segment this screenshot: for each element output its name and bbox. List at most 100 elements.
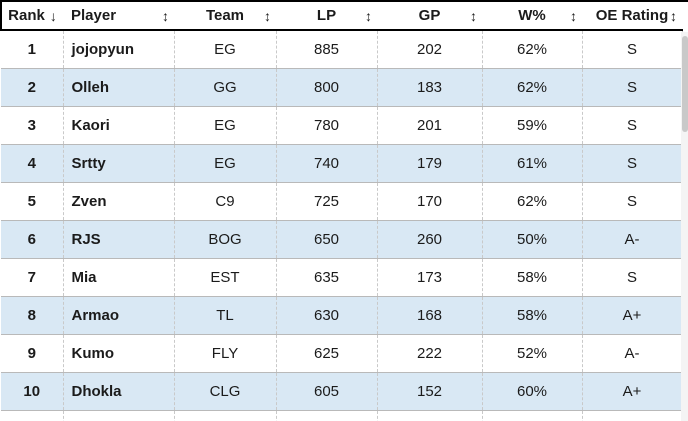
team-cell: EG bbox=[173, 30, 276, 69]
player-name-cell: jojopyun bbox=[62, 30, 174, 69]
oe-rating-cell: S bbox=[581, 182, 683, 221]
winrate-cell: 62% bbox=[481, 182, 582, 221]
oe-rating-cell: A+ bbox=[581, 372, 683, 411]
gp-cell: 179 bbox=[376, 144, 482, 183]
table-row-partial bbox=[1, 410, 683, 421]
team-cell: EST bbox=[173, 258, 276, 297]
rank-cell bbox=[1, 410, 63, 421]
team-cell: FLY bbox=[173, 334, 276, 373]
lp-cell: 885 bbox=[275, 30, 377, 69]
lp-cell: 725 bbox=[275, 182, 377, 221]
column-header-team-label: Team bbox=[205, 7, 245, 24]
column-header-player[interactable]: Player ↕ bbox=[63, 2, 174, 31]
column-header-rank-label: Rank bbox=[8, 7, 45, 24]
column-header-rank[interactable]: Rank ↓ bbox=[0, 2, 63, 31]
team-cell: EG bbox=[173, 144, 276, 183]
table-row: 10 Dhokla CLG 605 152 60% A+ bbox=[1, 372, 683, 411]
gp-cell: 173 bbox=[376, 258, 482, 297]
lp-cell: 605 bbox=[275, 372, 377, 411]
rank-cell: 6 bbox=[1, 220, 63, 259]
player-name-cell: RJS bbox=[62, 220, 174, 259]
winrate-cell: 58% bbox=[481, 258, 582, 297]
rank-cell: 2 bbox=[1, 68, 63, 107]
sort-descending-icon[interactable]: ↓ bbox=[49, 8, 57, 24]
winrate-cell: 61% bbox=[481, 144, 582, 183]
column-header-gp-label: GP bbox=[418, 7, 441, 24]
team-cell: TL bbox=[173, 296, 276, 335]
lp-cell: 625 bbox=[275, 334, 377, 373]
oe-rating-cell: S bbox=[581, 30, 683, 69]
table-row: 6 RJS BOG 650 260 50% A- bbox=[1, 220, 683, 259]
oe-rating-cell: S bbox=[581, 68, 683, 107]
table-row: 2 Olleh GG 800 183 62% S bbox=[1, 68, 683, 107]
team-cell: C9 bbox=[173, 182, 276, 221]
gp-cell: 202 bbox=[376, 30, 482, 69]
winrate-cell: 59% bbox=[481, 106, 582, 145]
winrate-cell: 52% bbox=[481, 334, 582, 373]
table-row: 9 Kumo FLY 625 222 52% A- bbox=[1, 334, 683, 373]
oe-rating-cell: S bbox=[581, 144, 683, 183]
player-name-cell: Armao bbox=[62, 296, 174, 335]
sort-toggle-icon[interactable]: ↕ bbox=[264, 7, 271, 24]
gp-cell: 201 bbox=[376, 106, 482, 145]
scrollbar-thumb[interactable] bbox=[682, 36, 688, 132]
oe-rating-cell bbox=[581, 410, 683, 421]
sort-toggle-icon[interactable]: ↕ bbox=[670, 7, 677, 24]
header-row: Rank ↓ Player ↕ Team ↕ LP ↕ GP ↕ bbox=[0, 2, 682, 31]
lp-cell: 630 bbox=[275, 296, 377, 335]
lp-cell: 635 bbox=[275, 258, 377, 297]
lp-cell: 780 bbox=[275, 106, 377, 145]
table-row: 5 Zven C9 725 170 62% S bbox=[1, 182, 683, 221]
winrate-cell bbox=[481, 410, 582, 421]
winrate-cell: 62% bbox=[481, 68, 582, 107]
player-name-cell: Zven bbox=[62, 182, 174, 221]
rank-cell: 1 bbox=[1, 30, 63, 69]
player-name-cell: Olleh bbox=[62, 68, 174, 107]
vertical-scrollbar[interactable] bbox=[681, 32, 688, 421]
column-header-oe-rating[interactable]: OE Rating ↕ bbox=[582, 2, 682, 31]
team-cell: EG bbox=[173, 106, 276, 145]
player-name-cell: Srtty bbox=[62, 144, 174, 183]
winrate-cell: 60% bbox=[481, 372, 582, 411]
column-header-lp-label: LP bbox=[316, 7, 337, 24]
rank-cell: 7 bbox=[1, 258, 63, 297]
table-row: 7 Mia EST 635 173 58% S bbox=[1, 258, 683, 297]
team-cell: GG bbox=[173, 68, 276, 107]
player-name-cell bbox=[62, 410, 174, 421]
lp-cell: 800 bbox=[275, 68, 377, 107]
sort-toggle-icon[interactable]: ↕ bbox=[570, 7, 577, 24]
table-row: 4 Srtty EG 740 179 61% S bbox=[1, 144, 683, 183]
table-row: 8 Armao TL 630 168 58% A+ bbox=[1, 296, 683, 335]
sort-toggle-icon[interactable]: ↕ bbox=[470, 7, 477, 24]
rank-cell: 9 bbox=[1, 334, 63, 373]
rank-cell: 4 bbox=[1, 144, 63, 183]
gp-cell: 260 bbox=[376, 220, 482, 259]
gp-cell bbox=[376, 410, 482, 421]
oe-rating-cell: S bbox=[581, 106, 683, 145]
column-header-winrate-label: W% bbox=[518, 7, 546, 24]
lp-cell: 740 bbox=[275, 144, 377, 183]
winrate-cell: 50% bbox=[481, 220, 582, 259]
table-row: 1 jojopyun EG 885 202 62% S bbox=[1, 30, 683, 69]
rank-cell: 10 bbox=[1, 372, 63, 411]
rank-cell: 8 bbox=[1, 296, 63, 335]
column-header-lp[interactable]: LP ↕ bbox=[276, 2, 377, 31]
sort-toggle-icon[interactable]: ↕ bbox=[365, 7, 372, 24]
column-header-winrate[interactable]: W% ↕ bbox=[482, 2, 582, 31]
column-header-gp[interactable]: GP ↕ bbox=[377, 2, 482, 31]
player-name-cell: Dhokla bbox=[62, 372, 174, 411]
team-cell bbox=[173, 410, 276, 421]
lp-cell: 650 bbox=[275, 220, 377, 259]
rank-cell: 5 bbox=[1, 182, 63, 221]
gp-cell: 222 bbox=[376, 334, 482, 373]
gp-cell: 183 bbox=[376, 68, 482, 107]
oe-rating-cell: A- bbox=[581, 220, 683, 259]
winrate-cell: 58% bbox=[481, 296, 582, 335]
winrate-cell: 62% bbox=[481, 30, 582, 69]
column-header-team[interactable]: Team ↕ bbox=[174, 2, 276, 31]
team-cell: BOG bbox=[173, 220, 276, 259]
gp-cell: 152 bbox=[376, 372, 482, 411]
sort-toggle-icon[interactable]: ↕ bbox=[162, 7, 169, 24]
rank-cell: 3 bbox=[1, 106, 63, 145]
